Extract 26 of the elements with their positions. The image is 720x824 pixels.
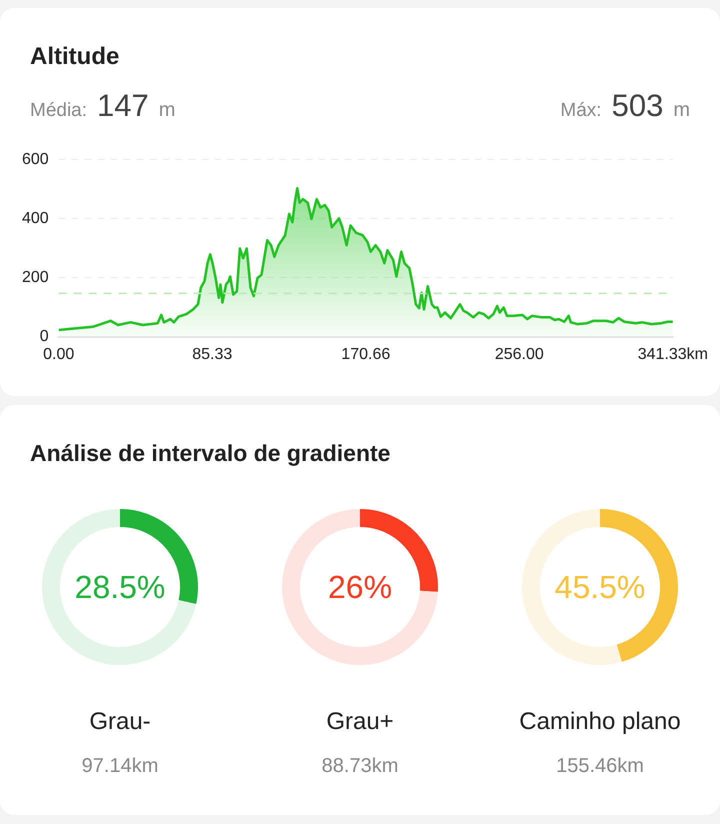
y-tick-label: 0 — [40, 328, 49, 346]
text: Grau- — [88, 707, 152, 737]
text: Análise de intervalo de gradiente — [30, 439, 390, 468]
text: 88.73km — [320, 754, 400, 778]
chart-title: Altitude — [30, 42, 120, 72]
text: m — [158, 99, 176, 122]
x-tick-label: 170.66 — [341, 346, 390, 363]
text: Caminho plano — [518, 707, 682, 737]
data-label: 45.5% — [554, 568, 646, 605]
data-label: 28.5% — [74, 568, 166, 605]
x-tick-label: 0.00 — [43, 346, 74, 363]
text: 155.46km — [555, 754, 645, 778]
text: m — [673, 99, 690, 122]
x-tick-label: 256.00 — [494, 346, 544, 363]
text: Máx: — [560, 100, 602, 122]
text: 503 — [612, 88, 664, 124]
x-tick-label: 341.33km — [638, 346, 708, 363]
y-tick-label: 400 — [22, 210, 49, 228]
y-tick-label: 600 — [22, 151, 49, 168]
text: 147 — [97, 88, 149, 124]
text: Grau+ — [325, 707, 395, 737]
data-label: 26% — [328, 568, 392, 605]
text: Média: — [30, 100, 88, 122]
y-tick-label: 200 — [22, 269, 49, 286]
x-tick-label: 85.33 — [192, 346, 232, 363]
text: 97.14km — [80, 754, 160, 778]
